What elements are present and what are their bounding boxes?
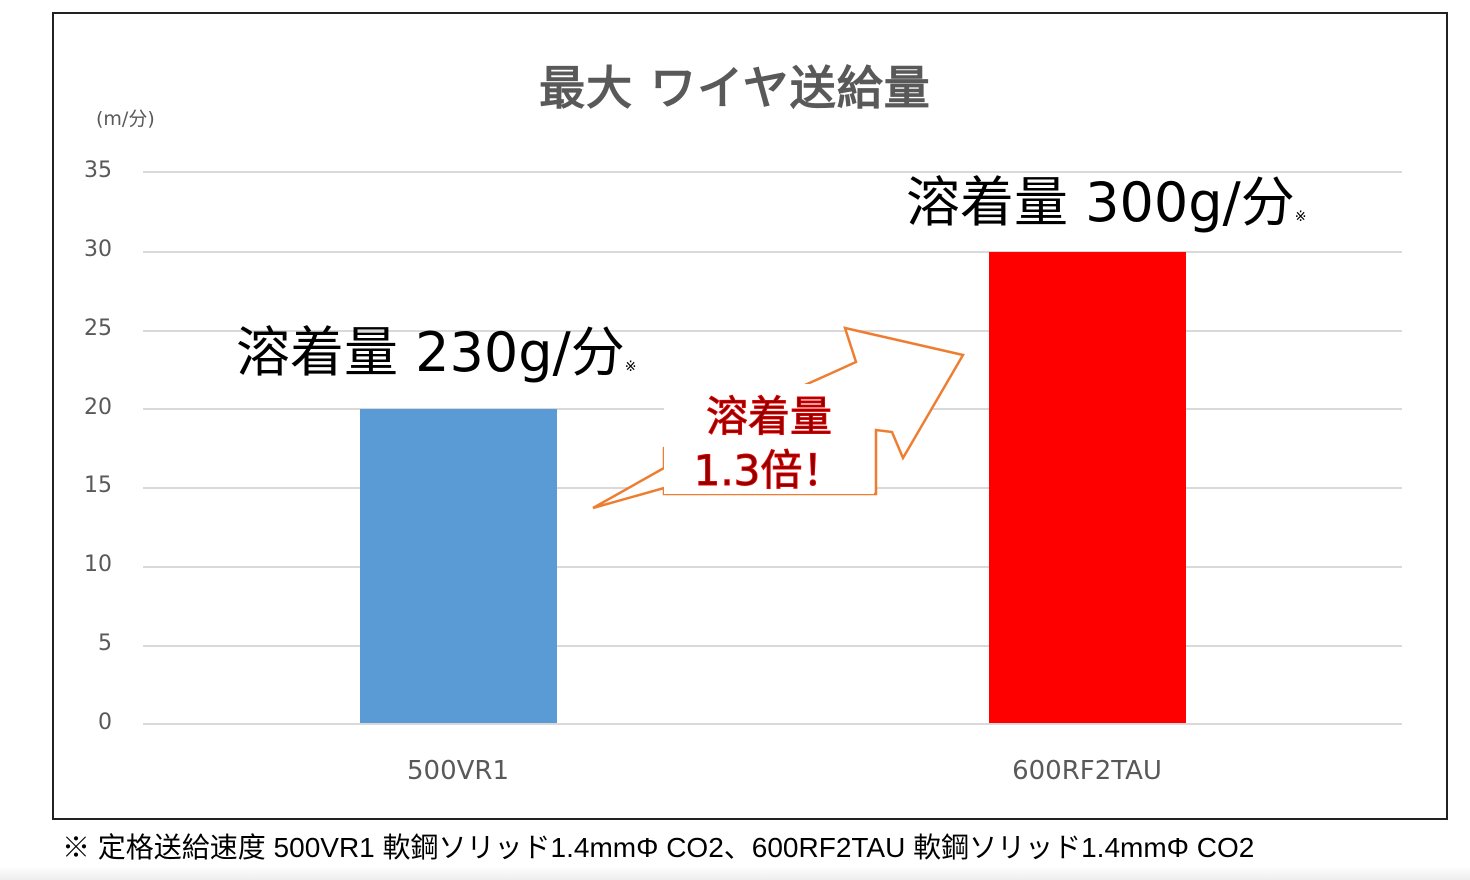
note-mark: ※ xyxy=(1294,209,1307,225)
gridline xyxy=(143,171,1402,173)
y-tick-20: 20 xyxy=(84,395,112,420)
gridline-baseline xyxy=(143,723,1402,725)
gridline xyxy=(143,566,1402,568)
gridline xyxy=(143,645,1402,647)
y-tick-10: 10 xyxy=(84,552,112,577)
gridline xyxy=(143,330,1402,332)
annotation-600rf2tau-text: 溶着量 300g/分 xyxy=(906,171,1295,234)
y-axis-unit: (m/分) xyxy=(96,108,155,130)
note-mark: ※ xyxy=(624,359,637,375)
callout-text: 溶着量 1.3倍！ xyxy=(664,390,874,498)
gridline xyxy=(143,251,1402,253)
y-tick-15: 15 xyxy=(84,473,112,498)
footnote: ※ 定格送給速度 500VR1 軟鋼ソリッド1.4mmΦ CO2、600RF2T… xyxy=(62,832,1255,863)
callout-line2: 1.3倍！ xyxy=(693,446,845,496)
chart-title: 最大 ワイヤ送給量 xyxy=(539,61,931,115)
y-tick-0: 0 xyxy=(98,710,112,735)
callout-line1: 溶着量 xyxy=(705,392,832,442)
y-tick-5: 5 xyxy=(98,631,112,656)
y-tick-35: 35 xyxy=(84,158,112,183)
annotation-600rf2tau: 溶着量 300g/分※ xyxy=(906,158,1306,237)
category-label-500vr1: 500VR1 xyxy=(406,756,510,786)
y-tick-30: 30 xyxy=(84,237,112,262)
bar-600rf2tau xyxy=(989,252,1186,723)
annotation-500vr1-text: 溶着量 230g/分 xyxy=(236,321,625,384)
y-tick-25: 25 xyxy=(84,316,112,341)
annotation-500vr1: 溶着量 230g/分※ xyxy=(236,308,636,387)
bar-500vr1 xyxy=(360,409,557,723)
bottom-shade xyxy=(0,866,1470,880)
category-label-600rf2tau: 600RF2TAU xyxy=(1012,756,1162,786)
callout-box xyxy=(664,384,874,494)
